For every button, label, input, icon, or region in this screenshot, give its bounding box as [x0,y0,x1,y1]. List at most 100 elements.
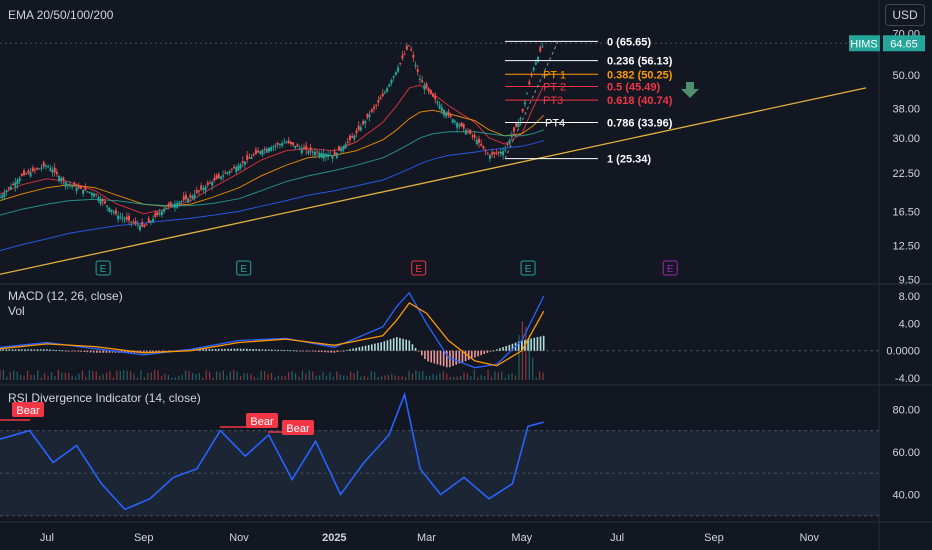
macd-histogram-bar [221,348,223,351]
volume-bar [2,369,5,380]
candle-body [418,78,421,80]
candle-body [276,143,279,145]
macd-histogram-bar [436,350,439,365]
macd-histogram-bar [321,350,323,353]
earnings-marker-label: E [415,264,422,275]
macd-line-signal [0,302,545,367]
macd-histogram-bar [230,348,233,351]
candle-body [388,84,391,87]
volume-bar [459,375,462,380]
candle-body [112,211,115,213]
candle-body [12,183,15,185]
candle-body [173,203,176,208]
volume-bar [202,377,204,380]
earnings-marker [411,260,427,276]
volume-bar [432,373,434,380]
volume-bar [542,372,544,380]
candle-body [171,204,174,208]
candle-body [165,207,168,210]
macd-histogram-bar [208,349,211,351]
earnings-marker-label: E [667,264,674,275]
macd-histogram-bar [483,350,486,355]
volume-bar [37,370,39,380]
ticker-tag [849,35,880,52]
candle-body [252,154,255,156]
fib-level-label: 0.786 (33.96) [607,118,673,130]
candle-body [508,140,511,144]
candle-body [206,182,209,186]
candle-body [467,131,470,133]
candle-body [423,85,426,90]
macd-histogram-bar [55,350,58,351]
volume-bar [215,371,218,380]
candle-body [193,194,196,198]
volume-bar [226,375,228,380]
candle-body [292,142,295,145]
candle-body [130,221,133,223]
macd-histogram-bar [33,349,36,351]
macd-histogram-bar [499,348,501,351]
macd-histogram-bar [108,350,111,353]
macd-histogram-bar [474,350,476,358]
candle-body [38,168,41,170]
volume-bar [501,371,503,380]
volume-bar [535,377,537,380]
volume-bar [184,370,187,380]
macd-histogram-bar [536,337,539,351]
macd-histogram-bar [233,348,236,351]
candle-body [285,142,288,144]
candle-body [1,195,4,198]
candle-body [75,187,78,191]
volume-bar [470,376,472,380]
volume-bar [267,373,269,380]
candle-body [123,218,126,220]
candle-body [117,215,120,220]
price-target-label: PT 2 [543,82,566,94]
volume-bar [370,370,372,380]
candle-body [287,140,290,144]
currency-button[interactable]: USD [885,4,925,26]
candle-body [51,170,54,173]
x-tick-label: Mar [417,532,436,544]
candle-body [95,193,98,195]
candle-body [36,167,39,170]
macd-histogram-bar [439,350,442,366]
candle-body [259,151,262,154]
candle-body [307,150,310,154]
volume-bar [435,374,438,380]
macd-histogram-bar [449,350,451,368]
volume-bar [133,373,135,380]
macd-histogram-bar [486,350,489,353]
macd-histogram-bar [214,348,217,351]
candle-body [375,104,378,106]
candle-body [235,167,238,173]
y-tick-label: 22.50 [892,168,920,180]
y-tick-label: 9.50 [899,274,920,286]
volume-bar [336,371,338,380]
macd-histogram-bar [92,350,95,353]
macd-histogram-bar [458,350,461,364]
macd-histogram-bar [430,350,432,363]
candle-body [93,193,96,198]
volume-bar [404,377,407,380]
candle-body [294,145,297,148]
volume-bar [181,374,183,380]
candle-body [539,47,542,52]
candle-body [263,149,266,151]
macd-histogram-bar [83,350,86,352]
macd-histogram-bar [5,349,8,351]
volume-bar [346,376,348,380]
candle-body [195,190,198,193]
volume-bar [140,370,142,380]
candle-body [512,127,515,132]
candle-body [488,155,491,159]
volume-bar [109,371,111,380]
volume-bar [40,377,42,380]
volume-bar [167,374,170,380]
volume-bar [99,375,101,380]
macd-histogram-bar [67,350,70,352]
volume-bar [442,371,444,380]
volume-bar [408,370,410,380]
candle-body [5,190,8,192]
